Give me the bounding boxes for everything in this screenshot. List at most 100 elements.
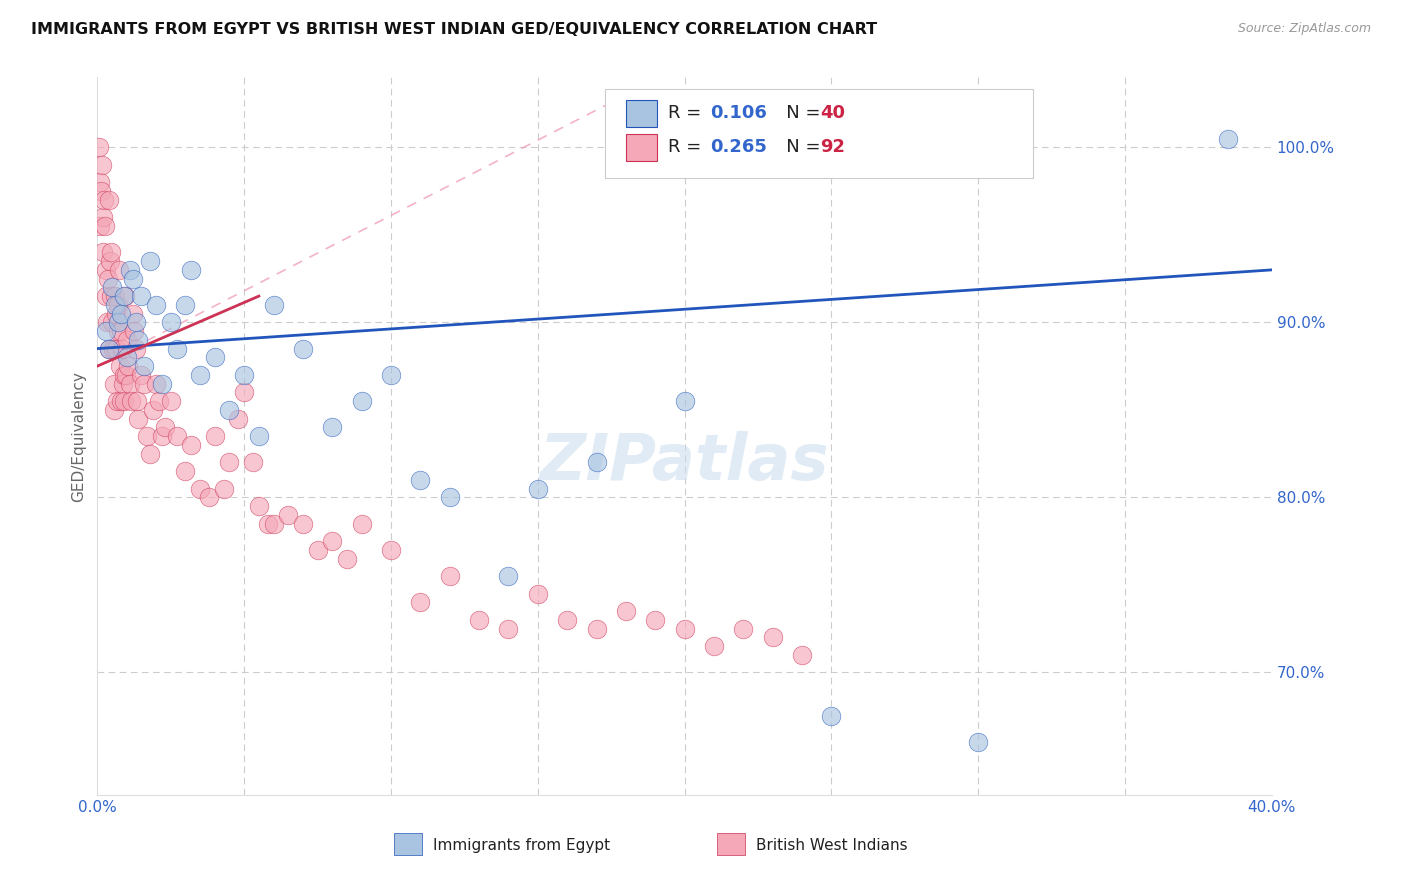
Point <box>166 429 188 443</box>
Point <box>159 315 181 329</box>
Point <box>233 385 256 400</box>
Point <box>180 263 202 277</box>
Point <box>124 315 146 329</box>
Point <box>139 254 162 268</box>
Point <box>101 280 124 294</box>
Point <box>150 429 173 443</box>
Point <box>131 368 153 382</box>
Point <box>103 376 125 391</box>
Point <box>110 307 132 321</box>
Point <box>527 482 550 496</box>
Point <box>204 429 226 443</box>
Point <box>127 411 149 425</box>
Point <box>150 376 173 391</box>
Text: ZIPatlas: ZIPatlas <box>540 432 830 493</box>
Point <box>100 245 122 260</box>
Point <box>409 595 432 609</box>
Point <box>136 429 159 443</box>
Point <box>112 394 135 409</box>
Point <box>585 455 607 469</box>
Point <box>468 613 491 627</box>
Text: IMMIGRANTS FROM EGYPT VS BRITISH WEST INDIAN GED/EQUIVALENCY CORRELATION CHART: IMMIGRANTS FROM EGYPT VS BRITISH WEST IN… <box>31 22 877 37</box>
Point <box>180 438 202 452</box>
Point <box>112 368 135 382</box>
Point <box>107 315 129 329</box>
Point <box>114 289 136 303</box>
Point <box>89 219 111 234</box>
Point <box>145 298 167 312</box>
Point <box>733 622 755 636</box>
Point <box>121 307 143 321</box>
Point <box>409 473 432 487</box>
Point <box>103 402 125 417</box>
Text: 40: 40 <box>820 104 845 122</box>
Point <box>98 254 121 268</box>
Point <box>439 491 461 505</box>
Point <box>89 175 111 189</box>
Point <box>115 368 138 382</box>
Point <box>188 368 211 382</box>
Point <box>121 271 143 285</box>
Point <box>242 455 264 469</box>
Point <box>107 298 129 312</box>
Point <box>673 394 696 409</box>
Point <box>111 342 134 356</box>
Point <box>277 508 299 522</box>
Point <box>174 298 197 312</box>
Point <box>145 376 167 391</box>
Text: 0.265: 0.265 <box>710 138 766 156</box>
Point <box>233 368 256 382</box>
Point <box>107 324 129 338</box>
Point <box>820 709 842 723</box>
Point <box>101 342 124 356</box>
Point <box>120 394 142 409</box>
Point <box>218 455 240 469</box>
Point <box>87 140 110 154</box>
Point <box>291 342 314 356</box>
Point <box>673 622 696 636</box>
Point <box>90 158 112 172</box>
Point <box>166 342 188 356</box>
Point <box>336 551 359 566</box>
Point <box>90 184 112 198</box>
Point <box>555 613 578 627</box>
Point <box>380 542 402 557</box>
Point <box>101 315 124 329</box>
Point <box>124 342 146 356</box>
Point <box>703 639 725 653</box>
Point <box>350 516 373 531</box>
Point <box>790 648 813 662</box>
Point <box>100 289 122 303</box>
Point <box>122 324 145 338</box>
Point <box>127 333 149 347</box>
Point <box>93 193 115 207</box>
Point <box>118 263 141 277</box>
Point <box>104 307 127 321</box>
Point <box>321 420 343 434</box>
Point <box>108 263 131 277</box>
Point <box>527 586 550 600</box>
Point <box>153 420 176 434</box>
Text: R =: R = <box>668 138 707 156</box>
Point <box>263 516 285 531</box>
Point <box>256 516 278 531</box>
Point <box>105 342 128 356</box>
Y-axis label: GED/Equivalency: GED/Equivalency <box>72 371 86 501</box>
Point <box>96 289 118 303</box>
Point <box>91 211 114 225</box>
Point <box>307 542 329 557</box>
Point <box>110 324 132 338</box>
Point <box>112 376 135 391</box>
Point <box>125 394 148 409</box>
Point <box>142 402 165 417</box>
Point <box>97 342 120 356</box>
Point <box>134 359 156 373</box>
Point <box>117 359 139 373</box>
Point <box>263 298 285 312</box>
Point <box>96 324 118 338</box>
Text: N =: N = <box>769 104 827 122</box>
Point <box>226 411 249 425</box>
Point <box>218 402 240 417</box>
Point <box>644 613 666 627</box>
Point <box>91 245 114 260</box>
